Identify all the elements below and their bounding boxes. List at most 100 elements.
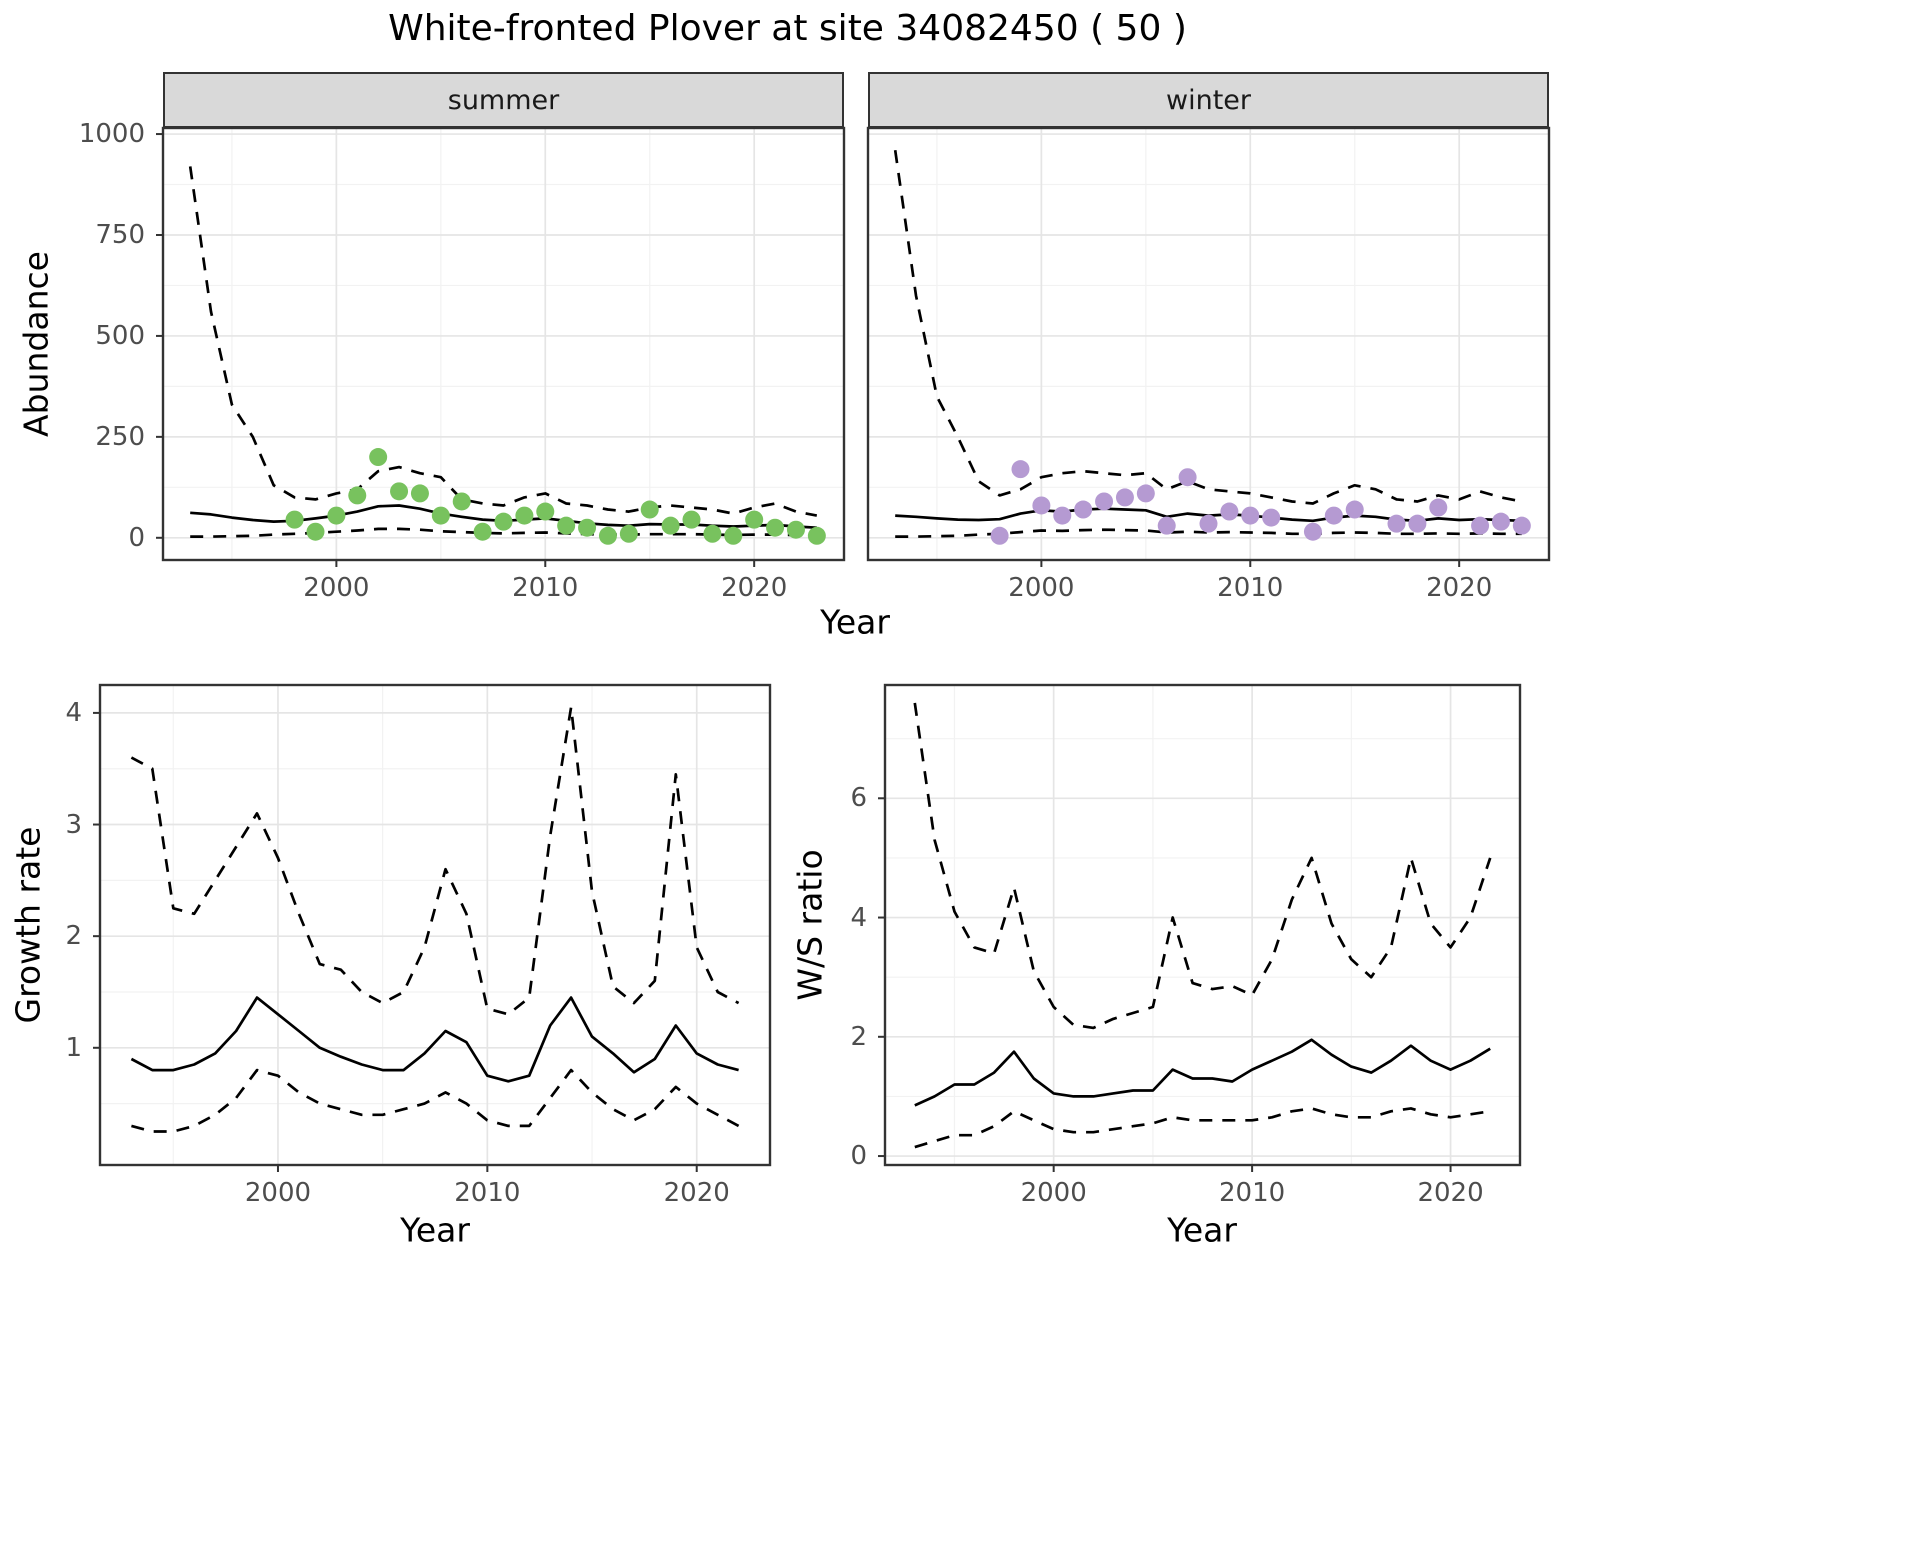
y-axis-tick-label: 6 xyxy=(850,783,867,814)
x-axis-tick-label: 2020 xyxy=(1417,1178,1484,1208)
x-axis-tick-label: 2020 xyxy=(1426,573,1493,603)
series-lower_ci xyxy=(131,1068,740,1133)
facet-strip-summer-label: summer xyxy=(447,84,560,116)
data-point xyxy=(410,484,429,503)
x-axis-tick-label: 2020 xyxy=(663,1178,730,1208)
y-axis-tick-label: 750 xyxy=(95,219,145,250)
data-point xyxy=(786,520,805,539)
panel-background xyxy=(163,128,844,560)
y-axis-tick-label: 0 xyxy=(128,522,145,553)
page-title: White-fronted Plover at site 34082450 ( … xyxy=(388,8,1187,49)
series-lower_ci xyxy=(914,1107,1491,1149)
x-axis-tick-label: 2010 xyxy=(454,1178,521,1208)
ws-ratio-panel xyxy=(878,683,1522,1172)
data-point xyxy=(766,518,785,537)
panel-border xyxy=(866,126,1551,562)
y-axis-tick-label: 2 xyxy=(850,1021,867,1052)
data-point xyxy=(1471,516,1490,535)
y-axis-tick-label: 4 xyxy=(65,697,82,728)
data-point xyxy=(1095,492,1114,511)
data-point xyxy=(1199,514,1218,533)
data-point xyxy=(1429,498,1448,517)
y-axis-tick-label: 1 xyxy=(65,1032,82,1063)
x-axis-title-year-ws: Year xyxy=(1167,1210,1237,1250)
x-axis-tick-label: 2020 xyxy=(721,573,788,603)
data-point xyxy=(661,516,680,535)
abundance-winter-panel xyxy=(866,126,1551,567)
series-upper_ci xyxy=(893,150,1523,505)
x-axis-tick-label: 2000 xyxy=(1020,1178,1087,1208)
data-point xyxy=(1491,512,1510,531)
data-point xyxy=(1345,500,1364,519)
data-point xyxy=(390,482,409,501)
data-point xyxy=(536,502,555,521)
data-point xyxy=(578,518,597,537)
data-point xyxy=(369,448,388,467)
x-axis-tick-label: 2010 xyxy=(512,573,579,603)
data-point xyxy=(990,526,1009,545)
data-point xyxy=(1408,514,1427,533)
facet-strip-winter-label: winter xyxy=(1166,84,1251,116)
data-point xyxy=(327,506,346,525)
x-axis-title-year-top: Year xyxy=(820,602,890,642)
facet-strip-summer: summer xyxy=(163,72,844,128)
data-point xyxy=(640,500,659,519)
data-point xyxy=(598,526,617,545)
y-axis-tick-label: 500 xyxy=(95,320,145,351)
panel-background xyxy=(885,685,1520,1165)
data-point xyxy=(619,524,638,543)
data-point xyxy=(703,524,722,543)
panel-border xyxy=(98,683,772,1167)
data-point xyxy=(494,512,513,531)
data-point xyxy=(1241,506,1260,525)
series-estimate xyxy=(914,1038,1491,1107)
panel-background xyxy=(868,128,1549,560)
series-lower_ci xyxy=(190,527,817,538)
x-axis-title-year-growth: Year xyxy=(400,1210,470,1250)
y-axis-tick-label: 0 xyxy=(850,1141,867,1172)
data-point xyxy=(452,492,471,511)
x-axis-tick-label: 2000 xyxy=(1008,573,1075,603)
data-point xyxy=(1032,496,1051,515)
data-point xyxy=(682,510,701,529)
data-point xyxy=(1011,460,1030,479)
panel-background xyxy=(100,685,770,1165)
data-point xyxy=(1053,506,1072,525)
data-point xyxy=(807,526,826,545)
y-axis-tick-label: 2 xyxy=(65,921,82,952)
y-axis-tick-label: 250 xyxy=(95,421,145,452)
data-point xyxy=(1324,506,1343,525)
data-point xyxy=(1220,502,1239,521)
x-axis-tick-label: 2000 xyxy=(303,573,370,603)
y-axis-tick-label: 3 xyxy=(65,809,82,840)
data-point xyxy=(473,522,492,541)
data-point xyxy=(1262,508,1281,527)
panel-border xyxy=(161,126,846,562)
y-axis-tick-label: 4 xyxy=(850,902,867,933)
data-point xyxy=(1157,516,1176,535)
growth-rate-panel xyxy=(93,683,772,1172)
series-upper_ci xyxy=(130,705,740,1016)
x-axis-tick-label: 2000 xyxy=(244,1178,312,1208)
data-point xyxy=(431,506,450,525)
abundance-summer-panel xyxy=(156,126,846,567)
y-axis-tick-label: 1000 xyxy=(78,119,145,150)
series-estimate xyxy=(130,996,739,1083)
series-upper_ci xyxy=(188,166,818,517)
panel-border xyxy=(883,683,1522,1167)
data-point xyxy=(1303,522,1322,541)
data-point xyxy=(348,486,367,505)
data-point xyxy=(515,506,534,525)
data-point xyxy=(1512,516,1531,535)
data-point xyxy=(745,510,764,529)
data-point xyxy=(557,516,576,535)
data-point xyxy=(1178,468,1197,487)
x-axis-tick-label: 2010 xyxy=(1217,573,1284,603)
data-point xyxy=(1074,500,1093,519)
data-point xyxy=(1387,514,1406,533)
data-point xyxy=(724,526,743,545)
data-point xyxy=(1136,484,1155,503)
x-axis-tick-label: 2010 xyxy=(1219,1178,1286,1208)
series-upper_ci xyxy=(913,702,1492,1030)
data-point xyxy=(285,510,304,529)
